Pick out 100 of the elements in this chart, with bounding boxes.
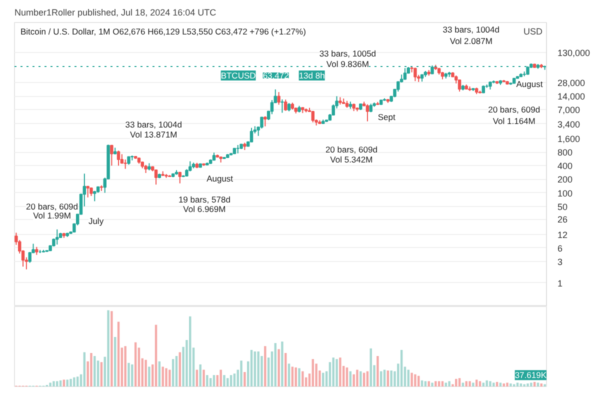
annotation: 20 bars, 609d: [488, 104, 540, 115]
bar: [294, 367, 297, 386]
bar: [52, 381, 55, 386]
bar: [114, 336, 116, 386]
y-tick-label: 14,000: [558, 92, 586, 102]
bar: [189, 316, 192, 386]
bar: [482, 382, 485, 386]
bar: [492, 382, 495, 386]
candlestick: [154, 170, 158, 186]
y-tick-label: 1,600: [558, 134, 580, 144]
candlestick: [56, 228, 59, 246]
y-tick-label: 130,000: [558, 48, 590, 58]
candlestick: [414, 67, 417, 82]
annotation: Vol 2.087M: [450, 36, 492, 46]
annotation: 63,472: [262, 70, 290, 80]
candlestick: [260, 116, 264, 129]
candlestick: [366, 104, 370, 122]
bar: [489, 381, 492, 386]
candlestick: [264, 116, 267, 127]
bar: [202, 370, 205, 386]
candlestick: [178, 172, 182, 184]
bar: [448, 381, 450, 386]
bar: [383, 370, 386, 386]
bar: [410, 372, 413, 386]
bar: [233, 374, 236, 386]
bar: [158, 361, 161, 386]
bar: [536, 382, 540, 386]
y-tick-label: 100: [558, 188, 573, 198]
bar: [274, 343, 276, 386]
bar: [278, 349, 280, 386]
bar: [134, 342, 137, 386]
bar: [175, 356, 178, 386]
bar: [254, 351, 256, 386]
bar: [220, 370, 222, 386]
bar: [240, 360, 242, 386]
bar: [444, 382, 448, 386]
bar: [124, 346, 126, 386]
candlestick: [28, 252, 32, 264]
bar: [472, 382, 474, 386]
bar: [431, 382, 434, 386]
bar: [281, 342, 284, 386]
bar: [128, 362, 130, 386]
y-tick-label: 50: [558, 202, 568, 212]
bar: [468, 381, 471, 386]
bar: [250, 350, 253, 386]
bar: [478, 381, 482, 386]
y-tick-label: 26: [558, 214, 568, 225]
bar: [506, 382, 508, 386]
candlestick: [124, 159, 127, 170]
bar: [66, 380, 68, 386]
bar: [223, 375, 226, 386]
y-tick-label: 400: [558, 161, 573, 172]
bar: [312, 359, 314, 386]
text: Bitcoin / U.S. Dollar, 1M O62,676 H66,129 L53,550 C63,472 +796 (+1.27%): [20, 26, 306, 36]
bar: [376, 356, 379, 386]
bar: [230, 375, 232, 386]
bar: [110, 311, 113, 386]
bar: [148, 366, 150, 386]
bar: [244, 372, 246, 386]
candlestick: [86, 186, 90, 198]
annotation: Vol 13.871M: [130, 130, 178, 140]
bar: [441, 381, 444, 386]
bar: [62, 380, 66, 386]
bar: [73, 377, 76, 386]
candlestick: [110, 144, 114, 166]
bar: [199, 364, 202, 386]
annotation: 33 bars, 1004d: [442, 24, 500, 35]
y-tick-label: 3,400: [558, 119, 580, 130]
annotation: 33 bars, 1005d: [319, 48, 376, 58]
candlestick: [284, 99, 288, 112]
candlestick: [277, 92, 280, 106]
bar: [196, 370, 198, 386]
bar: [154, 324, 158, 386]
bar: [356, 370, 358, 386]
bar: [165, 368, 168, 386]
bar: [339, 358, 342, 386]
bar: [386, 370, 390, 386]
bar: [76, 376, 79, 386]
bar: [291, 366, 294, 386]
candlestick: [280, 98, 284, 114]
candlestick: [458, 79, 462, 92]
bar: [288, 364, 290, 386]
bar: [516, 382, 519, 386]
y-tick-label: 12: [558, 230, 568, 240]
candlestick: [116, 150, 120, 166]
y-tick-label: 7,000: [558, 105, 580, 116]
bar: [209, 378, 212, 386]
bar: [298, 368, 300, 386]
annotation: 37.619K: [514, 370, 547, 380]
bar: [332, 358, 334, 386]
annotation: Sept: [378, 112, 396, 122]
bar: [162, 366, 164, 386]
bar: [407, 370, 410, 386]
y-axis-title: USD: [524, 26, 543, 36]
annotation: 13d 8h: [298, 70, 326, 80]
bar: [100, 362, 103, 386]
bar: [302, 371, 304, 386]
chart-title: Number1Roller published, Jul 18, 2024 16:04 UTC: [14, 8, 217, 18]
bar: [510, 383, 512, 386]
bar: [144, 360, 147, 386]
